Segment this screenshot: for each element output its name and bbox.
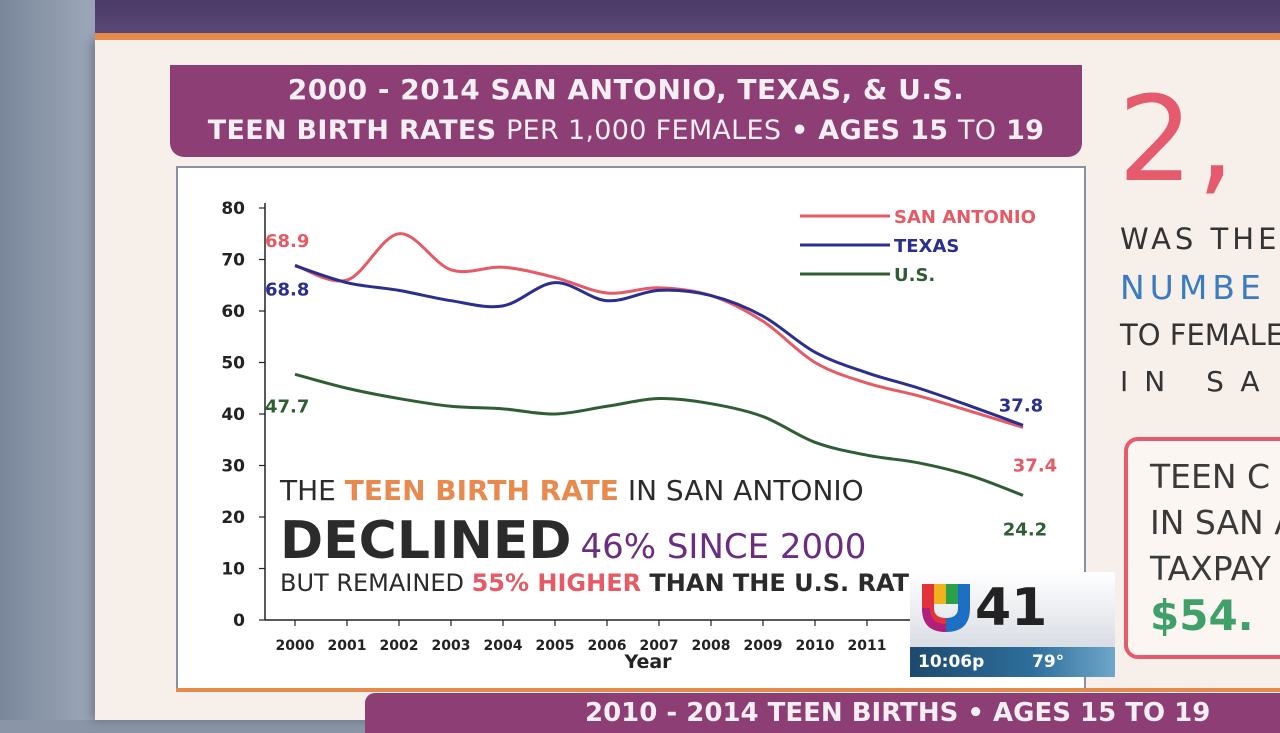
data-label: 68.8 [265, 280, 309, 301]
station-logo-bug: 41 [910, 572, 1115, 647]
x-tick-label: 2001 [328, 638, 367, 654]
title-part: PER 1,000 FEMALES [506, 115, 782, 146]
panel-text-line: WAS THE [1120, 222, 1280, 256]
annotation-fragment: 46% [580, 527, 656, 567]
time-readout: 10:06p [918, 652, 985, 672]
legend-label: TEXAS [894, 236, 959, 257]
big-number: 2, [1118, 70, 1239, 208]
title-part: TEEN BIRTH RATES [207, 115, 507, 146]
annotation-fragment: BUT REMAINED [280, 569, 472, 597]
box-text-line: TAXPAY [1150, 549, 1271, 588]
annotation-fragment: DECLINED [280, 511, 572, 571]
univision-logo-icon [922, 584, 970, 632]
data-label: 37.4 [1013, 455, 1057, 476]
x-tick-label: 2002 [380, 638, 419, 654]
annotation-fragment: TEEN BIRTH RATE [345, 474, 619, 507]
y-tick-label: 50 [221, 354, 245, 374]
y-tick-label: 30 [221, 457, 245, 477]
data-label: 37.8 [999, 395, 1043, 416]
chart-title-banner: 2000 - 2014 SAN ANTONIO, TEXAS, & U.S. T… [170, 65, 1082, 157]
title-part: • AGES 15 [781, 115, 959, 146]
annotation-line-3: BUT REMAINED 55% HIGHER THAN THE U.S. RA… [280, 569, 925, 597]
y-tick-label: 10 [221, 560, 245, 580]
chart-title-line2: TEEN BIRTH RATES PER 1,000 FEMALES • AGE… [170, 115, 1082, 146]
teen-cost-box: TEEN C IN SAN A TAXPAY $54. [1124, 437, 1280, 659]
annotation-fragment: 55% HIGHER [472, 569, 641, 597]
x-axis-title: Year [623, 651, 672, 673]
bottom-title-banner: 2010 - 2014 TEEN BIRTHS • AGES 15 TO 19 [365, 693, 1280, 733]
x-tick-label: 2010 [796, 638, 835, 654]
y-tick-label: 40 [221, 405, 245, 425]
annotation-line-2: DECLINED 46% SINCE 2000 [280, 511, 866, 571]
series-line-san-antonio [294, 232, 1024, 429]
annotation-fragment: THAN THE U.S. RATE [641, 569, 925, 597]
y-tick-label: 60 [221, 302, 245, 322]
title-part: TO [958, 115, 997, 146]
right-info-panel: 2, WAS THE NUMBE TO FEMALE IN SA TEEN C … [1100, 60, 1280, 700]
y-tick-label: 20 [221, 508, 245, 528]
x-tick-label: 2000 [276, 638, 315, 654]
data-label: 68.9 [265, 231, 309, 252]
line-chart: 0 10 20 30 40 50 60 70 80 2000 2001 2002 2003 2004 200… [221, 199, 1057, 673]
legend-label: U.S. [894, 265, 935, 286]
annotation-fragment: THE [279, 474, 345, 507]
title-part: 19 [996, 115, 1045, 146]
y-tick-label: 0 [233, 611, 245, 631]
legend-label: SAN ANTONIO [894, 207, 1036, 228]
x-tick-label: 2003 [432, 638, 471, 654]
data-label: 24.2 [1003, 519, 1047, 540]
series-line-texas [294, 264, 1024, 427]
x-tick-label: 2004 [484, 638, 523, 654]
y-tick-label: 70 [221, 251, 245, 271]
panel-text-line: NUMBE [1120, 268, 1266, 307]
orange-divider-top [95, 33, 1280, 40]
box-text-line: IN SAN A [1150, 503, 1280, 542]
annotation-fragment: SINCE 2000 [656, 527, 866, 567]
annotation-fragment [572, 532, 581, 565]
panel-text-line: IN SA [1120, 365, 1276, 398]
x-tick-label: 2006 [588, 638, 627, 654]
x-tick-label: 2007 [640, 638, 679, 654]
series-line-u-s- [294, 372, 1024, 497]
box-dollar-amount: $54. [1150, 591, 1254, 640]
y-tick-label: 80 [221, 199, 245, 219]
x-tick-label: 2005 [536, 638, 575, 654]
bottom-title-text: 2010 - 2014 TEEN BIRTHS • AGES 15 TO 19 [585, 698, 1211, 728]
x-tick-label: 2011 [848, 638, 887, 654]
data-label: 47.7 [265, 396, 309, 417]
annotation-line-1: THE TEEN BIRTH RATE IN SAN ANTONIO [279, 474, 864, 507]
chart-title-line1: 2000 - 2014 SAN ANTONIO, TEXAS, & U.S. [287, 73, 965, 106]
orange-divider-bottom [176, 688, 1280, 692]
x-tick-label: 2008 [692, 638, 731, 654]
annotation-fragment: IN SAN ANTONIO [619, 474, 864, 507]
time-temp-bar: 10:06p 79° [910, 647, 1115, 677]
panel-text-line: TO FEMALE [1120, 318, 1280, 352]
box-text-line: TEEN C [1150, 457, 1271, 496]
temperature-readout: 79° [1032, 652, 1065, 672]
x-tick-label: 2009 [744, 638, 783, 654]
channel-number: 41 [975, 578, 1048, 638]
